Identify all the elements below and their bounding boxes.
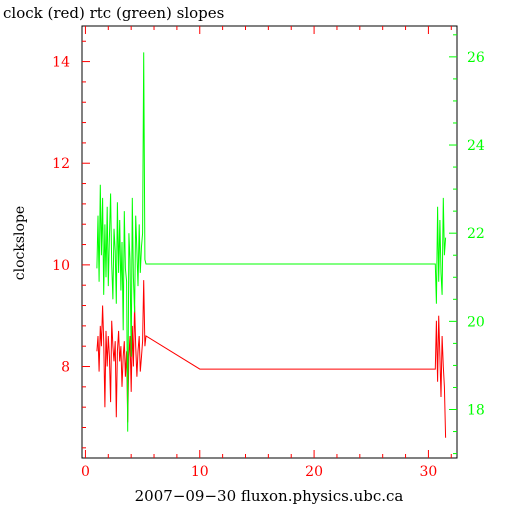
y-axis-label: clockslope [12,206,28,280]
right-y-tick-label: 26 [467,50,485,66]
x-tick-label: 10 [191,464,209,480]
right-y-tick-label: 18 [467,403,485,419]
x-tick-label: 20 [305,464,323,480]
left-y-tick-label: 8 [61,360,70,376]
left-y-tick-label: 12 [52,156,70,172]
series-layer [96,52,447,438]
right-y-tick-label: 20 [467,314,485,330]
x-tick-label: 0 [81,464,90,480]
tick-layer: 0 10 20 30 8 10 12 14 18 20 22 24 26 [52,26,485,480]
series-line-clock [96,280,447,438]
left-y-tick-label: 14 [52,55,70,71]
left-y-tick-label: 10 [52,258,70,274]
x-tick-label: 30 [420,464,438,480]
series-line-rtc [96,52,447,432]
right-y-tick-label: 22 [467,226,485,242]
right-y-tick-label: 24 [467,138,485,154]
plot-frame [81,25,458,459]
x-axis-label: 2007−09−30 fluxon.physics.ubc.ca [135,487,404,505]
chart-title: clock (red) rtc (green) slopes [3,4,224,22]
